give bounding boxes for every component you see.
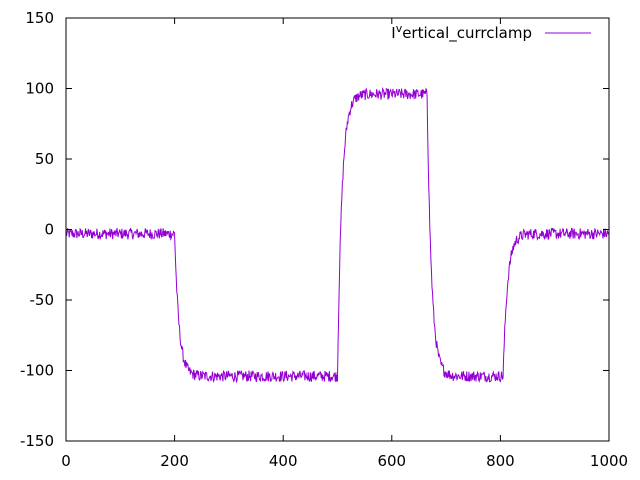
x-tick-label: 200 xyxy=(160,452,189,470)
legend-label-rest: ertical_currclamp xyxy=(402,24,532,43)
y-tick-label: -100 xyxy=(20,362,54,380)
x-tick-label: 1000 xyxy=(590,452,628,470)
x-tick-label: 400 xyxy=(269,452,298,470)
tick-layer: 0 200 400 600 800 1000 -150 -100 -50 0 50 100 150 xyxy=(20,9,628,470)
y-tick-label: -150 xyxy=(20,432,54,450)
x-tick-label: 600 xyxy=(377,452,406,470)
legend-label-superscript: v xyxy=(396,22,403,35)
series-layer xyxy=(65,86,610,384)
y-tick-label: 150 xyxy=(25,9,54,27)
y-tick-label: -50 xyxy=(30,291,55,309)
x-tick-label: 0 xyxy=(61,452,71,470)
y-tick-label: 50 xyxy=(35,150,54,168)
legend-label-base: I xyxy=(391,24,395,42)
x-tick-label: 800 xyxy=(486,452,515,470)
legend: Ivertical_currclamp xyxy=(391,22,591,43)
legend-label: Ivertical_currclamp xyxy=(391,22,532,43)
y-tick-label: 0 xyxy=(44,221,54,239)
y-tick-label: 100 xyxy=(25,80,54,98)
series-line xyxy=(65,86,610,384)
